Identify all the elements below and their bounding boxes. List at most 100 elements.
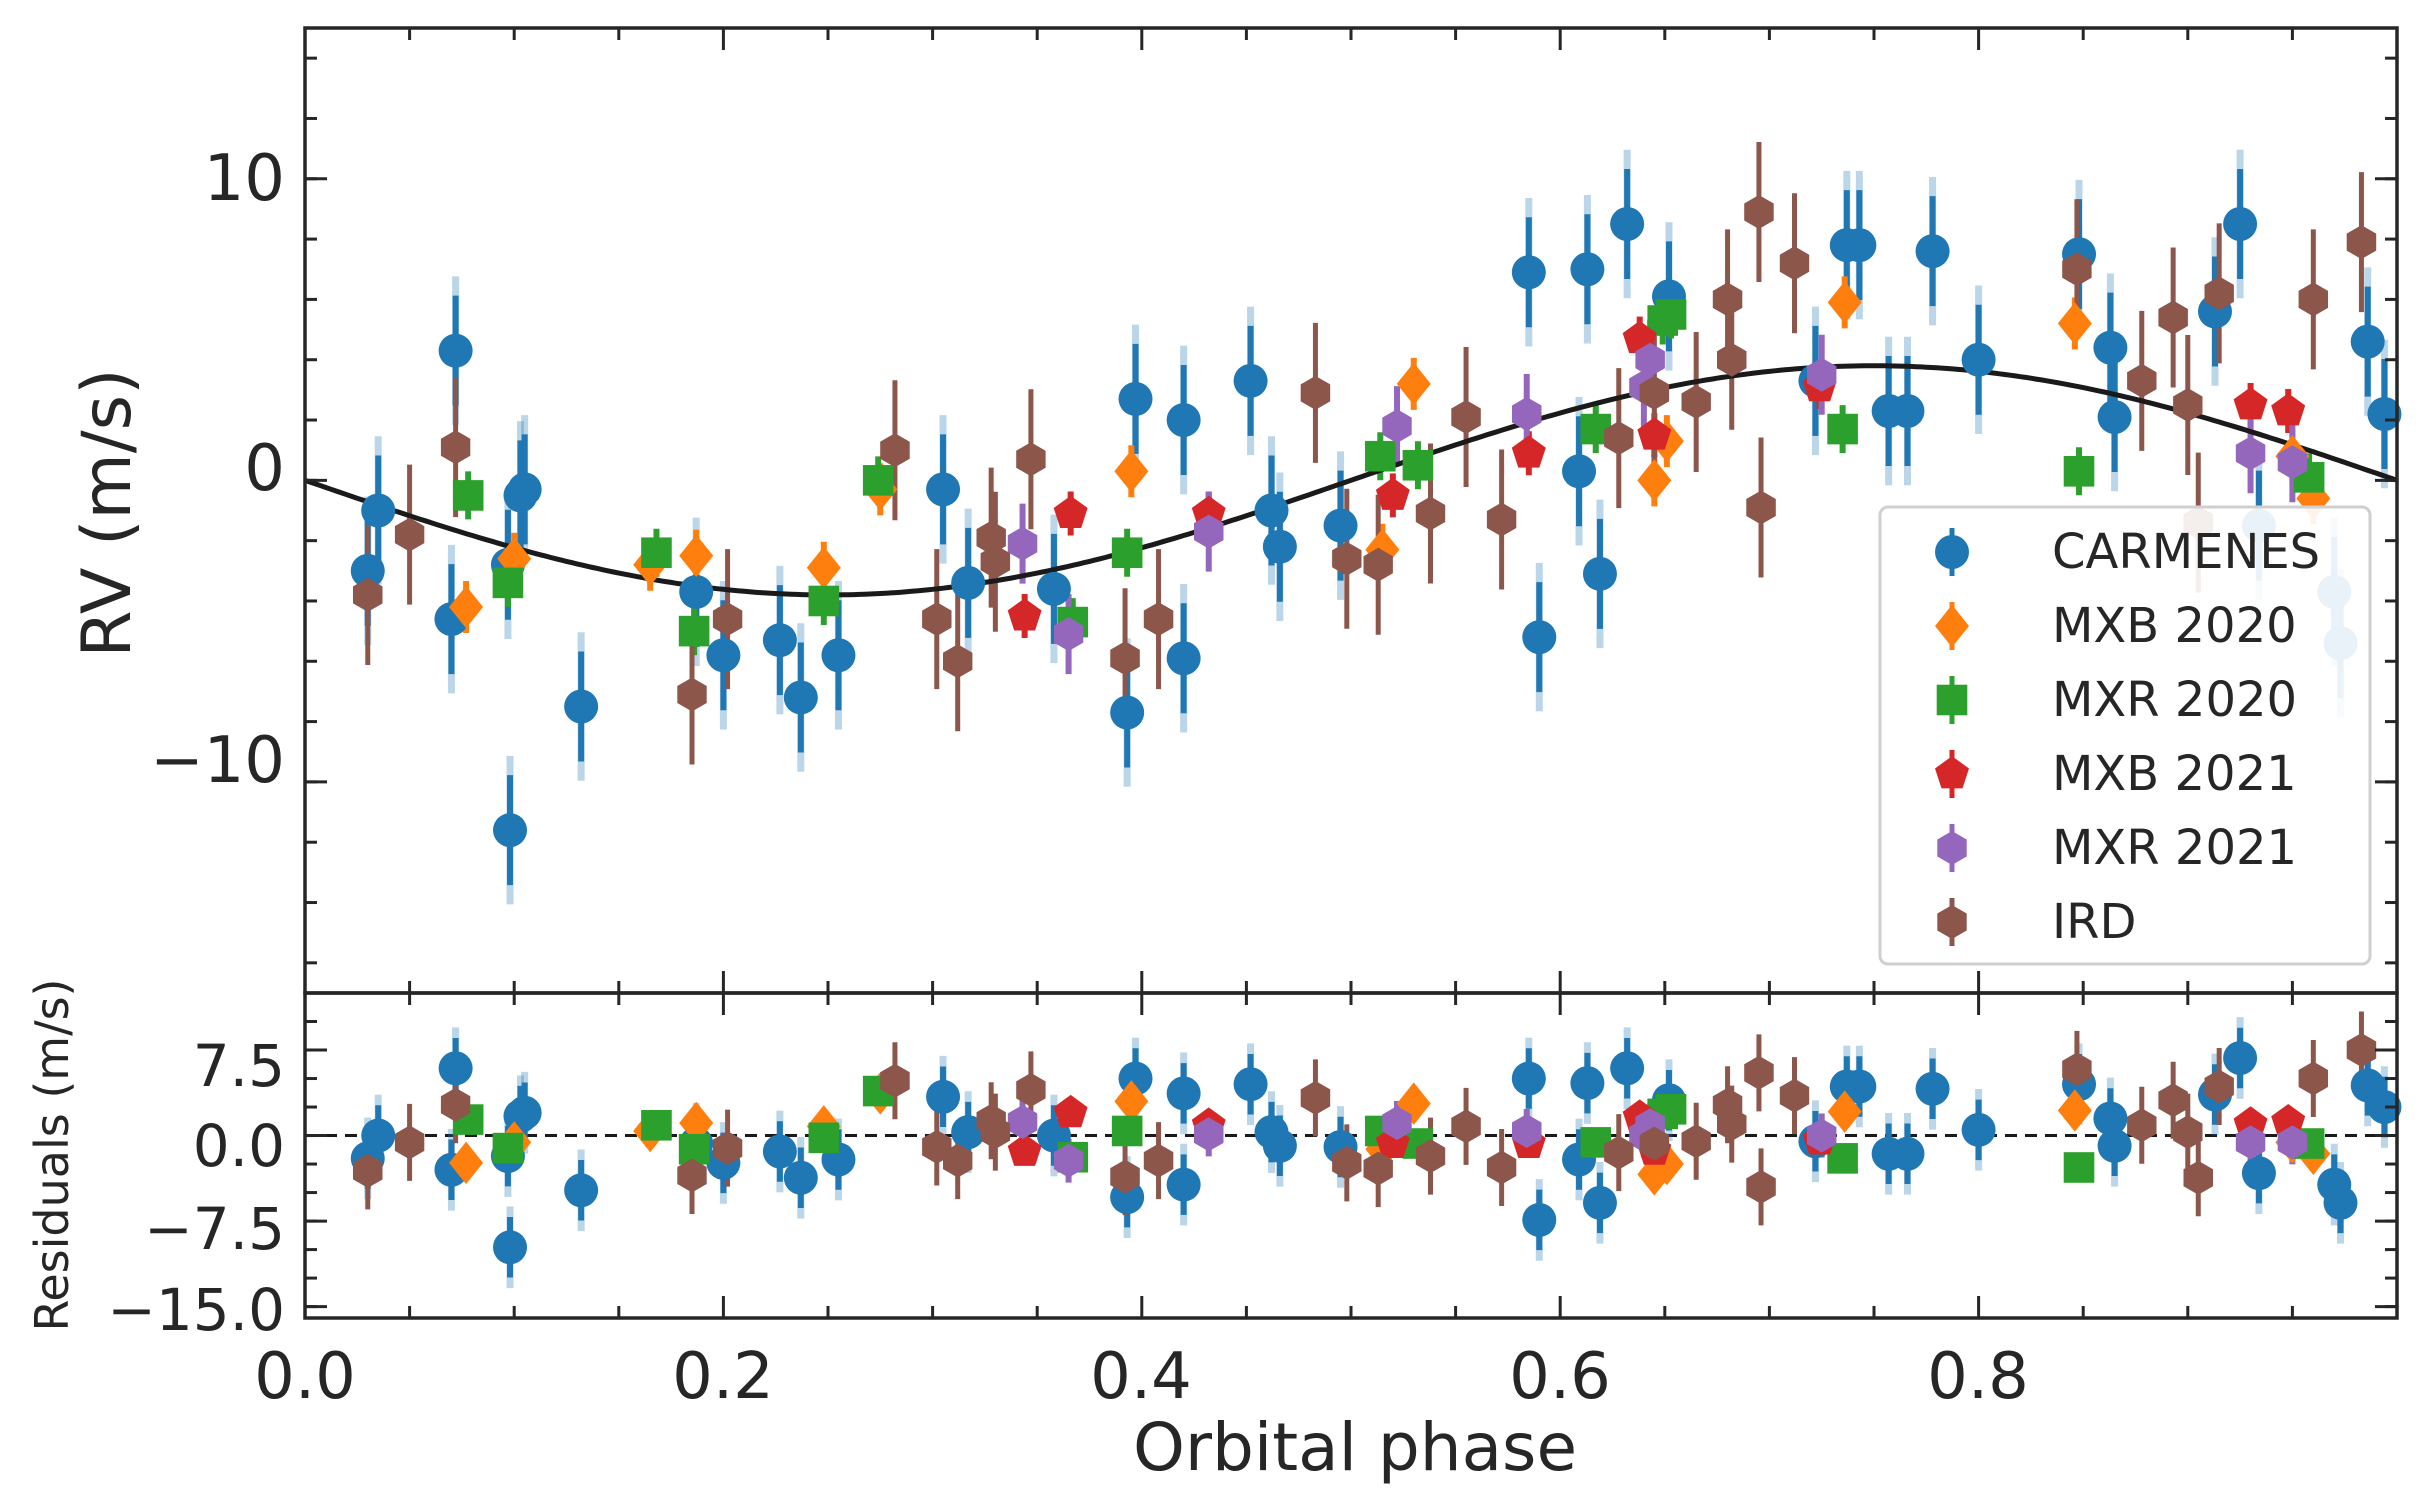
carmenes-point [438,333,473,368]
carmenes-point [1890,1136,1925,1171]
carmenes-point [1582,1185,1617,1220]
ird-point [1300,375,1331,410]
mxr-2020-point [1827,1143,1858,1174]
carmenes-point [1511,1061,1546,1096]
legend-label-mxr-2021: MXR 2021 [2052,820,2297,876]
mxr-2020-point [1402,449,1434,481]
carmenes-point [1036,571,1071,606]
ird-point [1016,1072,1046,1107]
legend-markers [1935,528,1969,946]
ird-point [2173,388,2203,422]
carmenes-point [507,472,542,507]
ird-point [2204,276,2234,311]
carmenes-point [926,472,961,507]
ird-point [1143,602,1174,637]
mxr-2020-point [492,567,524,599]
rv-y-tick-label: −10 [150,724,285,798]
carmenes-point [1262,1128,1297,1163]
mxb-2021-point [1637,417,1672,450]
ird-point [1744,1055,1774,1090]
x-tick-label: 0.8 [1927,1340,2029,1414]
mxb-2021-point [1007,1133,1042,1166]
mxr-2021-point [1512,397,1542,431]
mxb-2020-point [679,534,714,577]
ird-point [1110,641,1140,676]
carmenes-point [493,813,528,848]
ird-point [440,1087,471,1122]
ird-point [2204,1069,2234,1104]
residuals-y-tick-labels: 7.5 0.0 −7.5 −15.0 [107,1032,285,1344]
carmenes-point [2367,397,2402,431]
carmenes-point [706,638,741,673]
rv-y-tick-labels: 10 0 −10 [150,142,285,798]
carmenes-point [1562,454,1597,489]
ird-point [1779,1078,1810,1113]
carmenes-point [1842,1069,1877,1104]
residuals-panel: 7.5 0.0 −7.5 −15.0 Residuals (m/s) 0.0 0… [25,978,2402,1486]
x-tick-label: 0.0 [254,1340,356,1414]
mxr-2020-point [862,465,894,496]
mxb-2021-point [2271,393,2306,426]
mxr-2020-point [1364,440,1396,472]
ird-point [1681,384,1711,419]
carmenes-point [2350,324,2385,359]
mxr-2020-point [2063,455,2095,487]
mxb-2020-point [1114,1080,1149,1123]
residuals-panel-frame [303,991,2399,1320]
mxr-2020-point [641,537,672,569]
ird-point [1415,1139,1446,1174]
mxr-2021-point [1382,409,1412,444]
carmenes-point [507,1095,542,1130]
x-tick-labels: 0.0 0.2 0.4 0.6 0.8 [254,1340,2029,1414]
ird-point [943,644,973,679]
carmenes-point [2223,1041,2258,1075]
mxr-2021-point [1194,514,1224,549]
ird-point [1744,195,1774,229]
mxb-2020-point [1827,1090,1862,1133]
x-tick-label: 0.6 [1509,1340,1611,1414]
mxb-2020-point [1396,362,1431,406]
ird-point [880,433,910,468]
mxr-2020-point [2063,1152,2095,1183]
ird-point [2346,225,2377,260]
rv-y-axis-label: RV (m/s) [68,368,147,657]
mxr-2020-point [1111,1115,1143,1147]
ird-point [1415,496,1446,531]
residuals-y-tick-label: −7.5 [144,1195,285,1263]
rv-panel: 10 0 −10 RV (m/s) CARMENES MXB 2020 MXR … [68,26,2402,995]
x-axis-label: Orbital phase [1133,1409,1577,1486]
carmenes-point [361,1118,396,1153]
rv-data-points [350,195,2402,848]
ird-point [1712,282,1743,317]
mxb-2020-point [679,1101,714,1145]
carmenes-point [564,689,599,724]
legend: CARMENES MXB 2020 MXR 2020 MXB 2021 MXR … [1878,505,2372,966]
ird-point [1016,442,1046,477]
carmenes-point [1915,234,1950,269]
residuals-data-points [350,1033,2402,1265]
ird-point [943,1143,973,1178]
carmenes-point [2241,1156,2276,1191]
mxr-2020-point [492,1132,524,1164]
mxb-2020-legend-marker [1935,604,1969,648]
carmenes-point [1570,252,1605,287]
ird-point [1746,490,1776,525]
carmenes-point [762,623,797,658]
mxr-2020-point [1655,299,1687,330]
mxr-2021-point [2277,1125,2308,1160]
mxr-2020-point [678,1133,710,1165]
carmenes-point [2367,1090,2402,1125]
ird-point [394,517,425,552]
carmenes-point [1110,695,1145,730]
ird-point [922,602,952,637]
carmenes-point [493,1230,528,1265]
ird-point [1486,502,1517,537]
ird-point [2062,252,2092,287]
carmenes-point [762,1134,797,1169]
legend-box [1878,505,2372,966]
ird-point [2346,1033,2377,1067]
mxb-2021-point [1007,598,1042,631]
carmenes-point [1166,1167,1201,1202]
ird-point [980,1115,1011,1150]
mxr-2020-point [452,480,484,511]
